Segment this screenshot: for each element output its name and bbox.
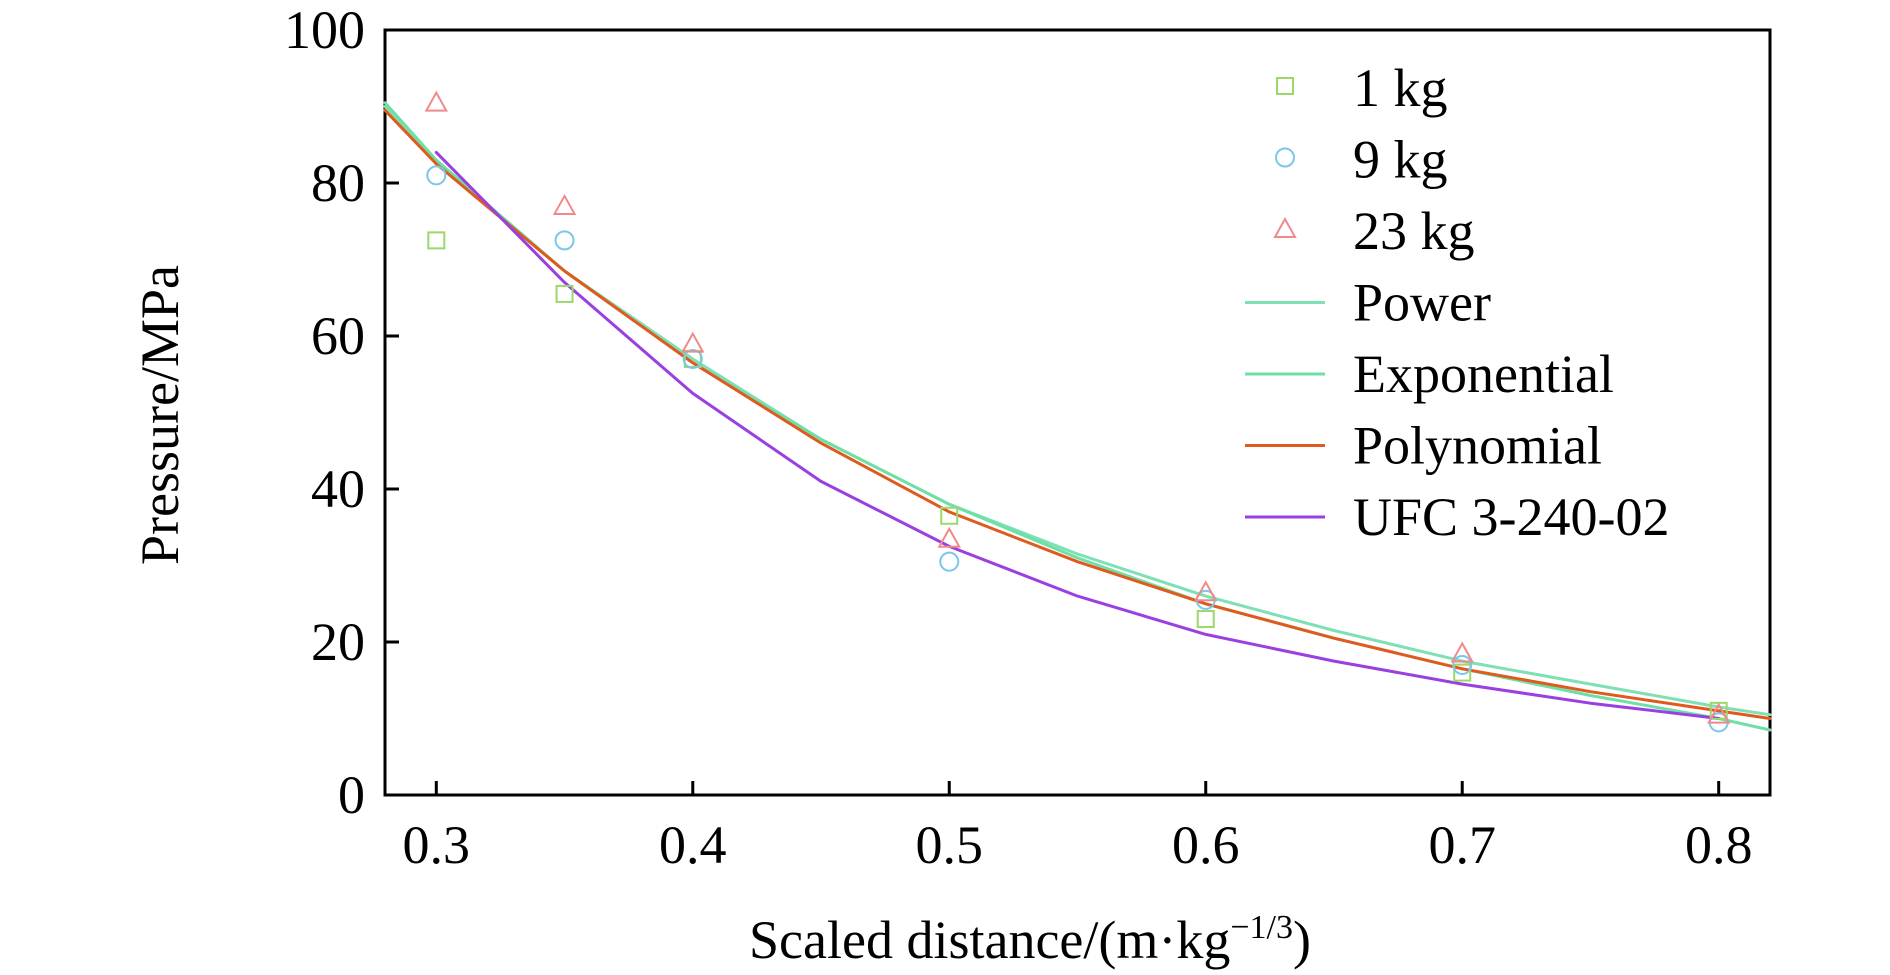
y-axis-label: Pressure/MPa bbox=[130, 265, 190, 565]
point-23-kg bbox=[424, 90, 448, 112]
legend-entry-polynomial: Polynomial bbox=[1245, 416, 1602, 476]
point-23-kg bbox=[937, 526, 961, 548]
point-9-kg bbox=[426, 165, 447, 186]
legend-label-ufc-3-240-02: UFC 3-240-02 bbox=[1353, 487, 1670, 547]
legend-entry-power: Power bbox=[1245, 273, 1491, 333]
y-tick-label: 40 bbox=[311, 459, 365, 519]
legend-entry-exponential: Exponential bbox=[1245, 344, 1614, 404]
point-23-kg bbox=[1707, 702, 1731, 724]
line-ufc-3-240-02 bbox=[434, 150, 1721, 720]
y-tick-label: 80 bbox=[311, 153, 365, 213]
x-axis-label: Scaled distance/(m·kg−1/3) bbox=[749, 909, 1311, 970]
legend-marker-9-kg bbox=[1275, 147, 1295, 168]
x-tick-label: 0.3 bbox=[403, 815, 471, 875]
point-9-kg bbox=[939, 551, 960, 572]
point-9-kg bbox=[682, 348, 703, 369]
point-9-kg bbox=[1452, 654, 1473, 675]
y-tick-label: 60 bbox=[311, 306, 365, 366]
legend-label-23-kg: 23 kg bbox=[1353, 201, 1475, 261]
point-23-kg bbox=[552, 193, 577, 215]
data-points bbox=[424, 90, 1731, 733]
legend-marker-23-kg bbox=[1273, 216, 1297, 238]
point-23-kg bbox=[681, 331, 705, 353]
legend-entry-23-kg: 23 kg bbox=[1273, 201, 1475, 261]
legend-label-power: Power bbox=[1353, 273, 1491, 333]
x-tick-label: 0.5 bbox=[916, 815, 984, 875]
fit-lines bbox=[383, 101, 1772, 732]
y-tick-label: 100 bbox=[284, 0, 365, 60]
legend-entry-9-kg: 9 kg bbox=[1275, 130, 1448, 190]
point-1-kg bbox=[427, 231, 446, 250]
point-1-kg bbox=[1196, 610, 1215, 629]
y-tick-label: 20 bbox=[311, 612, 365, 672]
x-axis: 0.3 0.4 0.5 0.6 0.7 0.8 bbox=[403, 781, 1753, 875]
plot-frame bbox=[383, 28, 1772, 797]
legend-marker-1-kg bbox=[1276, 77, 1294, 95]
legend-entry-1-kg: 1 kg bbox=[1276, 58, 1448, 118]
x-tick-label: 0.4 bbox=[659, 815, 727, 875]
point-23-kg bbox=[1194, 580, 1218, 602]
point-1-kg bbox=[1453, 663, 1472, 682]
line-polynomial bbox=[383, 108, 1772, 720]
y-axis: 0 20 40 60 80 100 bbox=[284, 0, 399, 825]
line-power bbox=[383, 105, 1772, 717]
legend-label-1-kg: 1 kg bbox=[1353, 58, 1448, 118]
point-1-kg bbox=[555, 284, 574, 303]
x-tick-label: 0.8 bbox=[1685, 815, 1753, 875]
x-tick-label: 0.7 bbox=[1428, 815, 1496, 875]
legend-entry-ufc-3-240-02: UFC 3-240-02 bbox=[1245, 487, 1670, 547]
legend-label-exponential: Exponential bbox=[1353, 344, 1614, 404]
legend-label-polynomial: Polynomial bbox=[1353, 416, 1602, 476]
point-1-kg bbox=[940, 506, 959, 525]
legend: 1 kg 9 kg 23 kg Power Exponential Polynomial U… bbox=[1245, 58, 1670, 547]
plot-area bbox=[383, 28, 1772, 797]
point-9-kg bbox=[554, 230, 575, 251]
legend-label-9-kg: 9 kg bbox=[1353, 130, 1448, 190]
y-tick-label: 0 bbox=[338, 765, 365, 825]
x-tick-label: 0.6 bbox=[1172, 815, 1240, 875]
point-23-kg bbox=[1450, 641, 1474, 663]
